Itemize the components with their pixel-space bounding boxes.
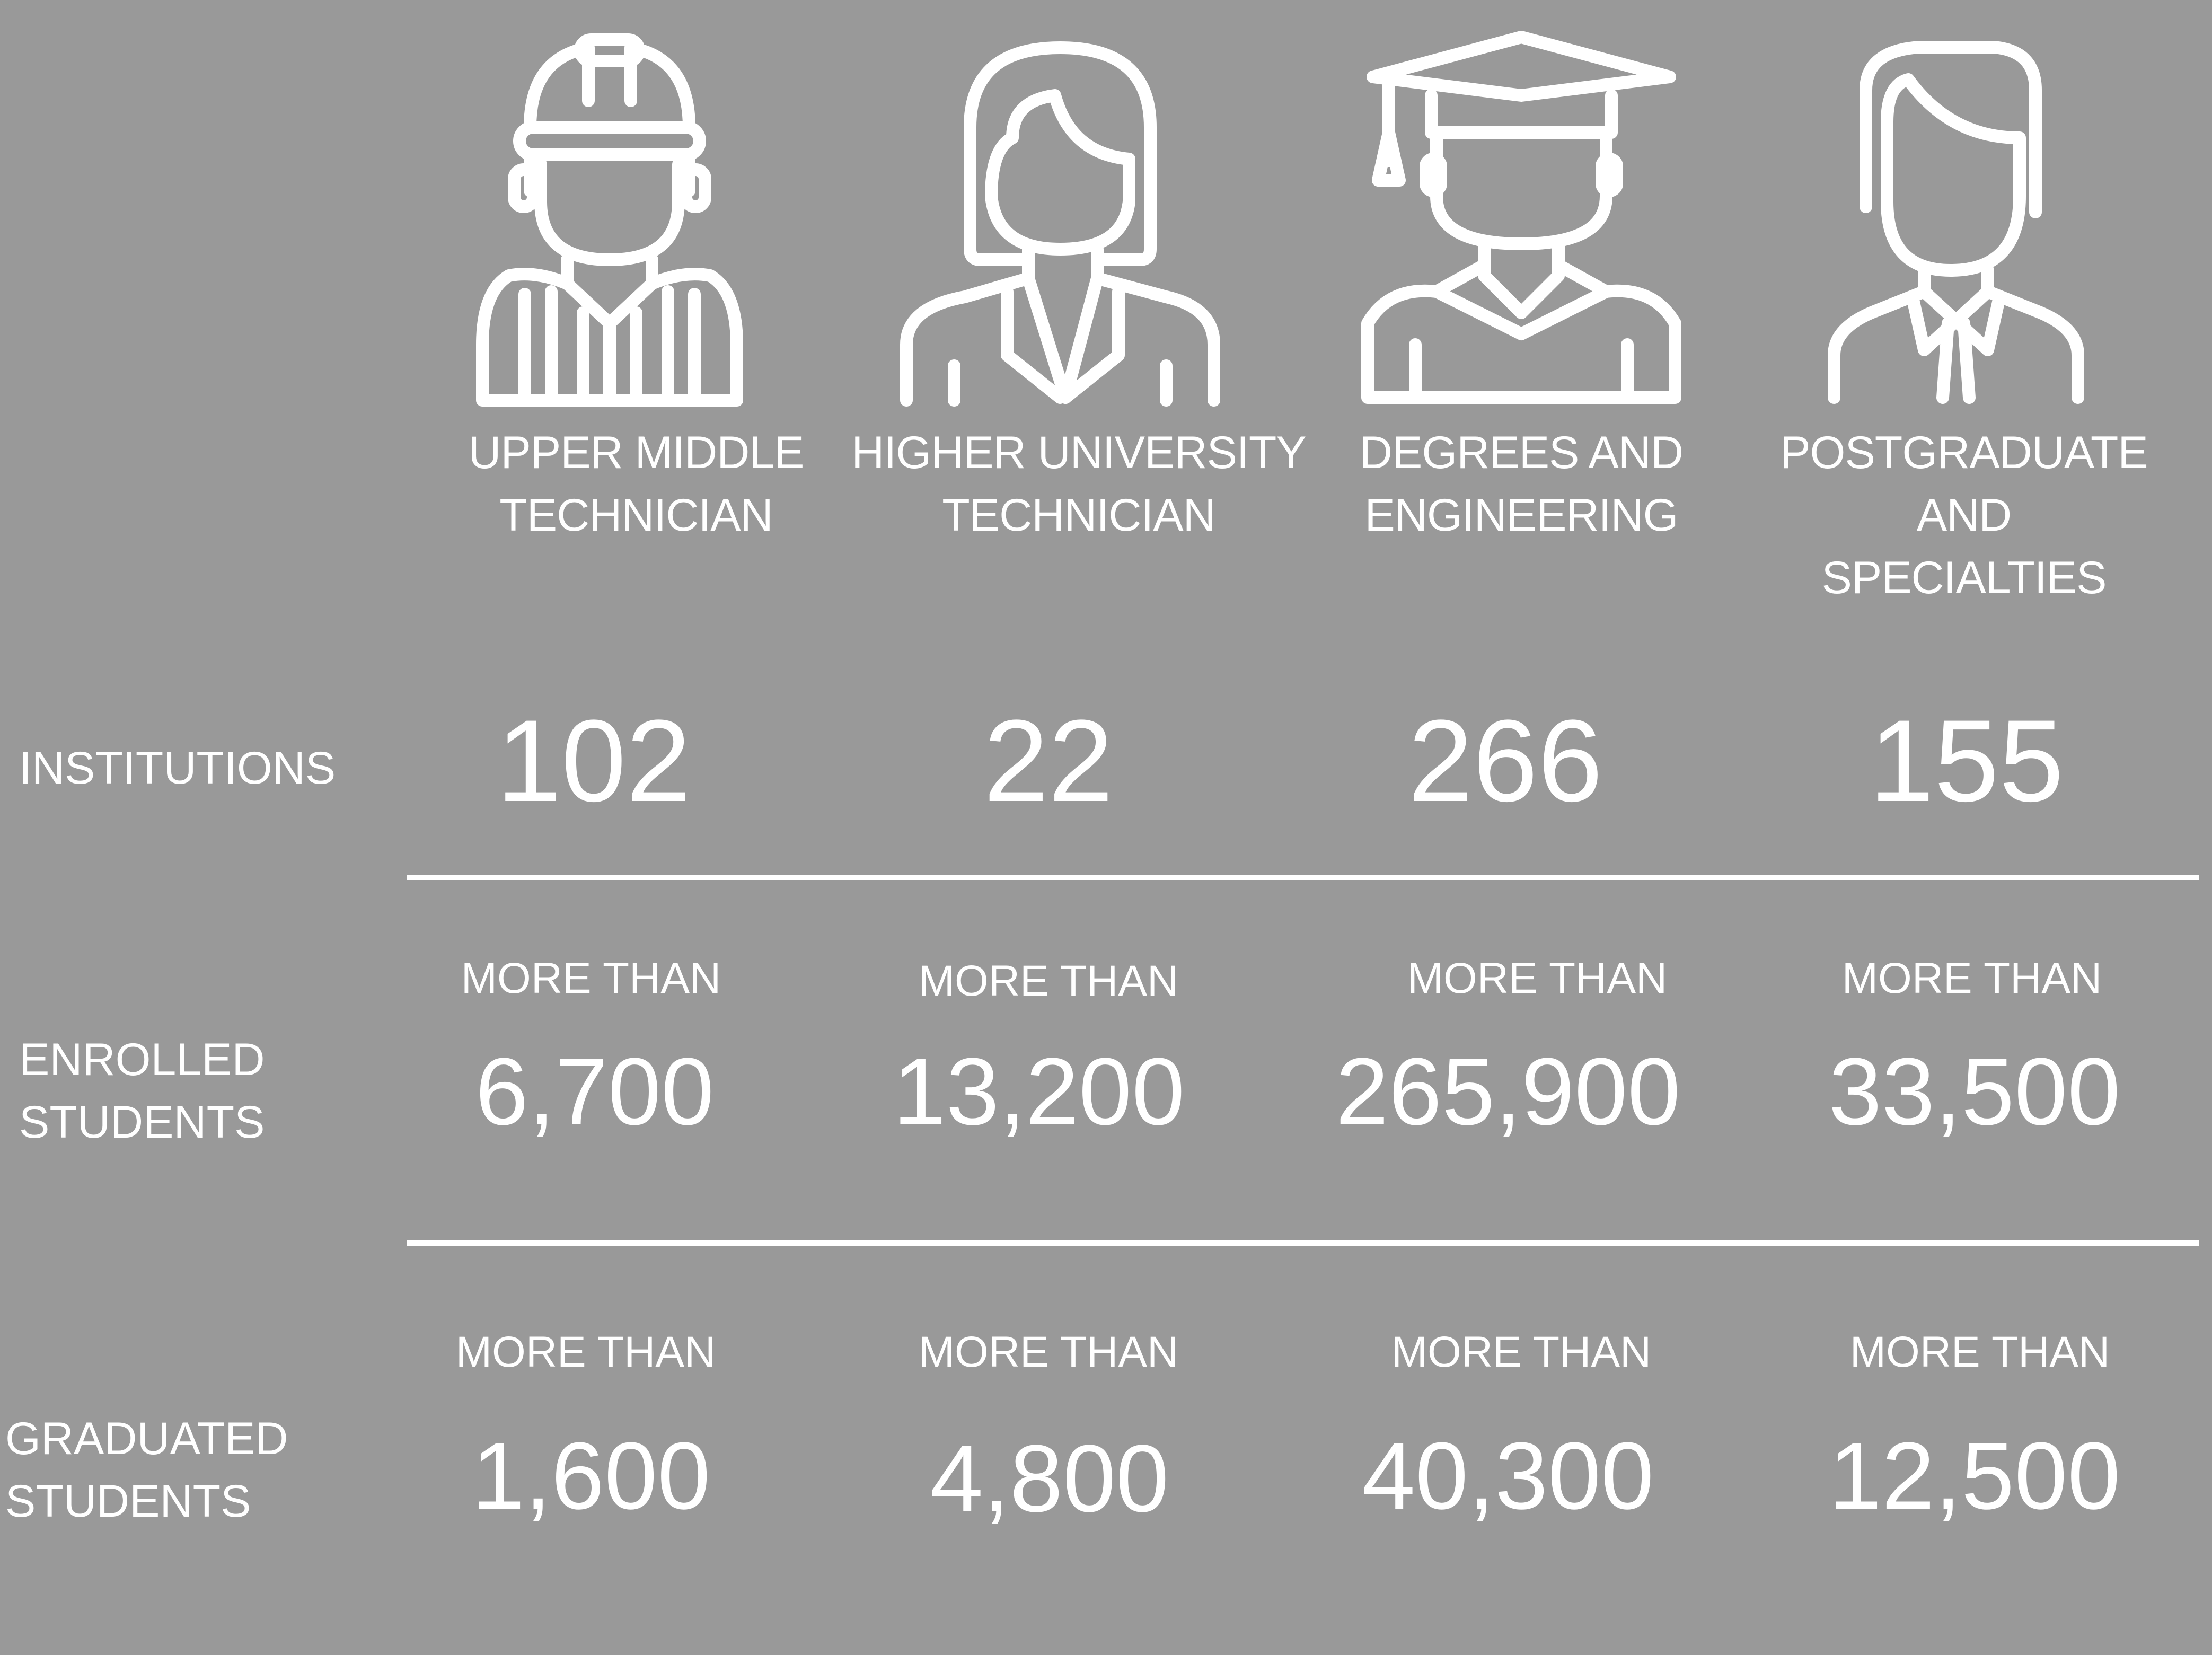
more-than-label: MORE THAN: [1391, 1328, 1652, 1376]
more-than-label: MORE THAN: [918, 1328, 1179, 1376]
divider: [407, 875, 2199, 880]
institutions-value: 22: [983, 696, 1114, 826]
column-title-line1: HIGHER UNIVERSITY: [851, 427, 1306, 478]
row-label-enrolled: ENROLLED STUDENTS: [19, 1028, 265, 1154]
enrolled-value: 6,700: [475, 1038, 715, 1145]
column-title-line2: TECHNICIAN: [499, 490, 773, 541]
woman-professional-icon: [896, 27, 1224, 419]
row-label-line2: STUDENTS: [19, 1097, 265, 1148]
row-label-line1: GRADUATED: [5, 1413, 288, 1464]
more-than-label: MORE THAN: [461, 954, 721, 1002]
enrolled-value: 265,900: [1335, 1038, 1681, 1145]
institutions-value: 102: [496, 696, 691, 826]
businessman-icon: [1792, 27, 2120, 419]
more-than-label: MORE THAN: [455, 1328, 716, 1376]
column-title-upper-middle: UPPER MIDDLE TECHNICIAN: [408, 421, 864, 547]
column-title-degrees: DEGREES AND ENGINEERING: [1293, 421, 1749, 547]
column-title-higher-university: HIGHER UNIVERSITY TECHNICIAN: [851, 421, 1307, 547]
institutions-value: 155: [1869, 696, 2064, 826]
row-label-institutions: INSTITUTIONS: [19, 743, 336, 794]
column-title-line1: UPPER MIDDLE: [468, 427, 804, 478]
row-label-line1: ENROLLED: [19, 1034, 265, 1085]
row-label-graduated: GRADUATED STUDENTS: [5, 1407, 288, 1533]
more-than-label: MORE THAN: [918, 957, 1179, 1005]
more-than-label: MORE THAN: [1849, 1328, 2110, 1376]
column-title-line2: SPECIALTIES: [1821, 552, 2107, 603]
column-title-line2: TECHNICIAN: [942, 490, 1216, 541]
institutions-value: 266: [1408, 696, 1603, 826]
column-title-line2: ENGINEERING: [1364, 490, 1678, 541]
graduated-value: 1,600: [471, 1423, 711, 1529]
divider: [407, 1240, 2199, 1246]
enrolled-value: 33,500: [1828, 1038, 2121, 1145]
column-title-postgraduate: POSTGRADUATE AND SPECIALTIES: [1736, 421, 2192, 609]
more-than-label: MORE THAN: [1407, 954, 1668, 1002]
enrolled-value: 13,200: [893, 1038, 1185, 1145]
graduated-value: 12,500: [1828, 1423, 2121, 1529]
construction-worker-icon: [472, 27, 800, 419]
column-title-line1: DEGREES AND: [1359, 427, 1684, 478]
column-title-line1: POSTGRADUATE AND: [1780, 427, 2148, 541]
more-than-label: MORE THAN: [1841, 954, 2102, 1002]
graduated-value: 40,300: [1362, 1423, 1654, 1529]
row-label-line2: STUDENTS: [5, 1476, 251, 1527]
graduated-value: 4,800: [930, 1425, 1169, 1532]
graduate-icon: [1357, 27, 1686, 419]
